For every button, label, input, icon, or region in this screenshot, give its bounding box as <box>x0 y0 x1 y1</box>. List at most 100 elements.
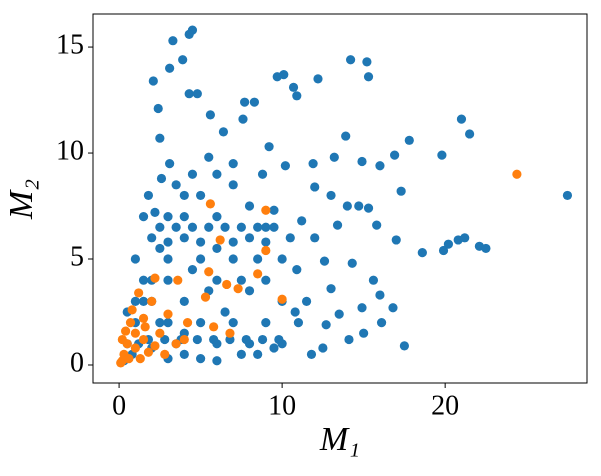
point <box>187 222 198 232</box>
point <box>292 265 302 275</box>
point <box>240 97 250 107</box>
point <box>130 296 140 307</box>
point <box>388 303 398 313</box>
point <box>257 169 268 179</box>
point <box>155 133 165 143</box>
point <box>438 245 449 256</box>
point <box>269 343 279 353</box>
point <box>196 254 206 264</box>
point <box>443 239 454 249</box>
y-tick-label: 0 <box>70 347 84 378</box>
point <box>173 275 183 285</box>
point <box>212 212 222 222</box>
point <box>326 284 336 294</box>
point <box>342 201 352 211</box>
point <box>357 156 367 167</box>
point <box>125 317 136 328</box>
point <box>138 313 149 323</box>
point <box>187 169 198 179</box>
point <box>313 74 323 84</box>
point <box>345 55 356 65</box>
point <box>292 91 302 101</box>
point <box>465 129 475 139</box>
point <box>220 307 230 317</box>
point <box>293 317 304 328</box>
point <box>222 279 232 290</box>
point <box>375 290 385 300</box>
point <box>209 322 219 332</box>
point <box>277 254 287 264</box>
point <box>182 317 193 328</box>
point <box>297 216 307 226</box>
point <box>150 207 160 217</box>
point <box>165 159 175 169</box>
point <box>228 159 238 169</box>
point <box>155 243 165 254</box>
point <box>225 334 235 345</box>
point <box>306 349 317 359</box>
point <box>171 339 181 349</box>
y-axis-label: M₂ <box>3 179 40 220</box>
point <box>253 222 263 232</box>
point <box>155 222 165 232</box>
point <box>236 222 246 232</box>
point <box>143 347 154 357</box>
point <box>269 205 279 215</box>
point <box>257 334 268 345</box>
point <box>376 317 387 328</box>
point <box>153 103 163 114</box>
point <box>196 190 206 201</box>
point <box>238 114 248 124</box>
point <box>150 341 160 351</box>
point <box>310 233 320 243</box>
point <box>326 190 336 201</box>
point <box>218 127 229 137</box>
point <box>196 317 206 328</box>
point <box>512 169 522 179</box>
point <box>160 334 170 345</box>
point <box>244 201 255 211</box>
point <box>163 237 173 247</box>
point <box>178 55 188 65</box>
point <box>160 349 170 359</box>
point <box>228 237 238 247</box>
point <box>200 292 211 302</box>
point <box>261 245 271 256</box>
point <box>179 334 189 345</box>
point <box>134 288 144 298</box>
point <box>168 36 178 46</box>
point <box>390 150 400 160</box>
point <box>138 212 149 222</box>
point <box>375 161 385 171</box>
point <box>399 341 409 351</box>
y-tick-label: 10 <box>56 135 84 166</box>
point <box>179 233 189 243</box>
point <box>212 356 222 366</box>
point <box>396 186 406 196</box>
point <box>460 233 470 243</box>
point <box>121 326 131 336</box>
point <box>163 275 173 285</box>
point <box>285 233 295 243</box>
point <box>319 256 330 266</box>
point <box>310 182 320 192</box>
point <box>184 29 194 39</box>
point <box>138 296 149 307</box>
point <box>135 354 145 364</box>
point <box>184 89 194 99</box>
point <box>308 159 318 169</box>
point <box>117 334 127 345</box>
point <box>241 334 251 345</box>
point <box>155 317 165 328</box>
point <box>196 354 206 364</box>
point <box>220 222 230 232</box>
point <box>359 328 369 338</box>
x-tick-label: 0 <box>112 390 126 421</box>
point <box>456 114 467 124</box>
point <box>140 322 150 332</box>
point <box>163 254 173 264</box>
point <box>253 254 263 264</box>
point <box>261 205 271 215</box>
